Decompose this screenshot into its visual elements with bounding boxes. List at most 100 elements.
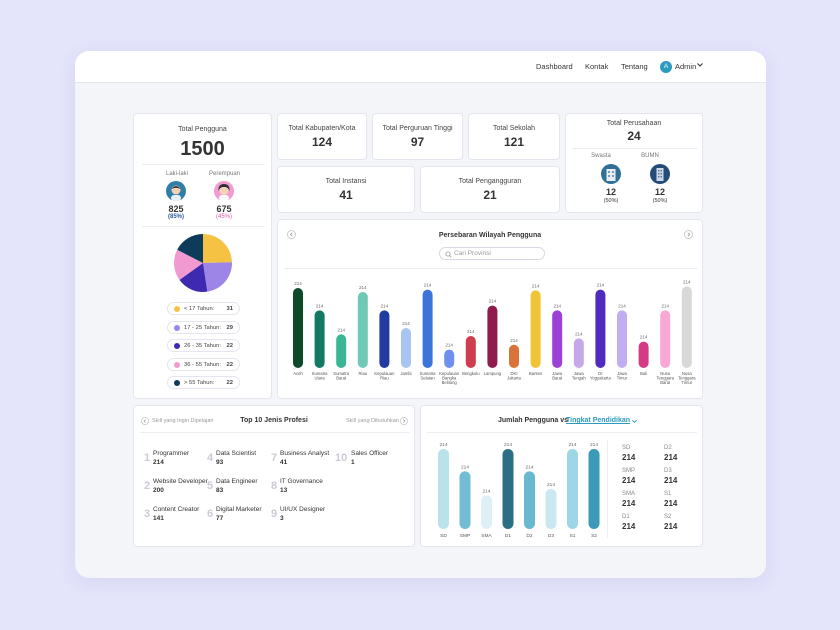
region-bar[interactable] [444,349,455,368]
stat-pt-value: 97 [410,135,425,149]
bumn-label: BUMN [641,153,659,159]
region-bar[interactable] [509,344,519,368]
region-bar[interactable] [465,336,476,368]
education-list-label: S2 [664,514,672,520]
prev-skill-link[interactable]: Skill yang Ingin Dipelajari [152,418,214,424]
region-bar[interactable] [336,334,347,368]
swasta-percent: (50%) [603,198,619,204]
profession-count: 214 [153,459,164,466]
age-legend-item: 36 - 55 Tahun: 22 [167,357,240,371]
education-card: Jumlah Pengguna vs Tingkat Pendidikan 21… [420,405,703,547]
profession-name: IT Governance [280,478,323,485]
education-list-value: 214 [664,499,678,508]
region-bar[interactable] [357,292,368,368]
education-list-value: 214 [622,476,636,485]
region-bar[interactable] [401,328,411,368]
region-bar-value-label: 214 [553,303,561,308]
profession-rank: 1 [144,452,151,464]
education-bar-chart: 214 SD 214 SMP 214 SMA 214 D1 214 D2 214 D3 214 S1 214… [438,442,600,539]
region-bar-value-label: 214 [381,303,389,308]
region-category-label: Banten [529,371,543,376]
age-legend-item: < 17 Tahun: 31 [167,302,240,315]
stat-sekolah-card: Total Sekolah 121 [468,113,560,160]
region-category-label: Sumatra Barat [333,371,349,381]
education-bar[interactable] [588,449,600,529]
region-bar[interactable] [660,310,671,368]
male-percent: (85%) [167,214,184,220]
region-bar-value-label: 214 [618,303,626,308]
education-bar[interactable] [567,449,578,529]
pie-slice [203,262,232,292]
nav-dashboard[interactable]: Dashboard [536,62,573,71]
swasta-value: 12 [605,187,616,197]
region-bar[interactable] [379,310,390,368]
education-bar[interactable] [438,449,449,529]
profession-rank: 4 [207,452,214,464]
region-bar[interactable] [573,338,584,368]
education-category-label: D3 [548,533,554,539]
chevron-right-icon[interactable] [400,417,408,425]
user-avatar[interactable]: A [660,61,672,73]
region-bar[interactable] [487,305,498,368]
region-bar[interactable] [422,289,433,368]
stat-sekolah-label: Total Sekolah [492,125,536,132]
stat-pengangguran-label: Total Pengangguran [458,178,522,185]
chevron-right-icon[interactable] [684,230,693,239]
legend-dot-icon [174,324,180,331]
education-bar[interactable] [545,489,557,529]
profession-count: 13 [280,487,288,494]
region-bar[interactable] [595,289,606,368]
education-list-value: 214 [622,499,636,508]
region-bar-value-label: 214 [532,283,540,288]
swasta-building-icon [601,164,621,184]
nav-tentang[interactable]: Tentang [621,62,648,71]
region-category-label: Jambi [400,371,411,376]
region-category-label: Bali [640,371,647,376]
chevron-left-icon[interactable] [287,230,296,239]
chevron-down-icon[interactable] [696,61,704,69]
region-bar[interactable] [293,288,303,368]
region-category-label: Sumatra Selatan [420,371,436,381]
education-dropdown[interactable]: Tingkat Pendidikan [566,417,631,424]
education-bar-value-label: 214 [504,442,512,448]
male-count: 825 [168,204,184,214]
male-label: Laki-laki [166,171,189,177]
education-bar[interactable] [502,449,514,529]
education-list-label: SMP [622,468,636,474]
region-bar-value-label: 214 [575,331,583,336]
profession-rank: 7 [271,452,278,464]
profession-name: Business Analyst [280,450,330,457]
region-bar[interactable] [530,290,541,368]
education-category-label: SMP [460,533,470,539]
region-category-label: Aceh [293,371,303,376]
next-skill-link[interactable]: Skill yang Dibutuhkan [346,418,399,424]
region-category-label: Riau [358,371,367,376]
search-icon [445,251,452,258]
legend-dot-icon [174,361,180,368]
region-bar-chart: 214 Aceh 214 Sumatra Utara 214 Sumatra Barat 214… [293,279,696,385]
profession-count: 41 [280,459,288,466]
nav-kontak[interactable]: Kontak [585,62,609,71]
chevron-down-icon[interactable] [631,418,638,425]
region-category-label: Lampung [484,371,502,376]
education-bar[interactable] [481,495,492,529]
region-bar-value-label: 214 [597,283,605,288]
province-search-input[interactable]: Cari Provinsi [439,247,545,260]
region-bar[interactable] [681,286,692,368]
education-bar-value-label: 214 [547,482,555,488]
profession-count: 3 [280,515,284,522]
chevron-left-icon[interactable] [141,417,149,425]
education-bar[interactable] [459,471,471,529]
region-bar[interactable] [314,310,325,368]
education-bar[interactable] [524,471,535,529]
education-bar-value-label: 214 [590,442,598,448]
region-bar-value-label: 214 [424,283,432,288]
region-bar[interactable] [638,341,649,368]
user-menu-label[interactable]: Admin [675,62,697,71]
education-category-label: S2 [591,533,597,539]
region-bar[interactable] [617,310,627,368]
education-list-value: 214 [664,476,678,485]
profession-rank: 10 [335,452,348,464]
male-avatar-icon [166,181,186,201]
region-bar[interactable] [552,310,563,368]
